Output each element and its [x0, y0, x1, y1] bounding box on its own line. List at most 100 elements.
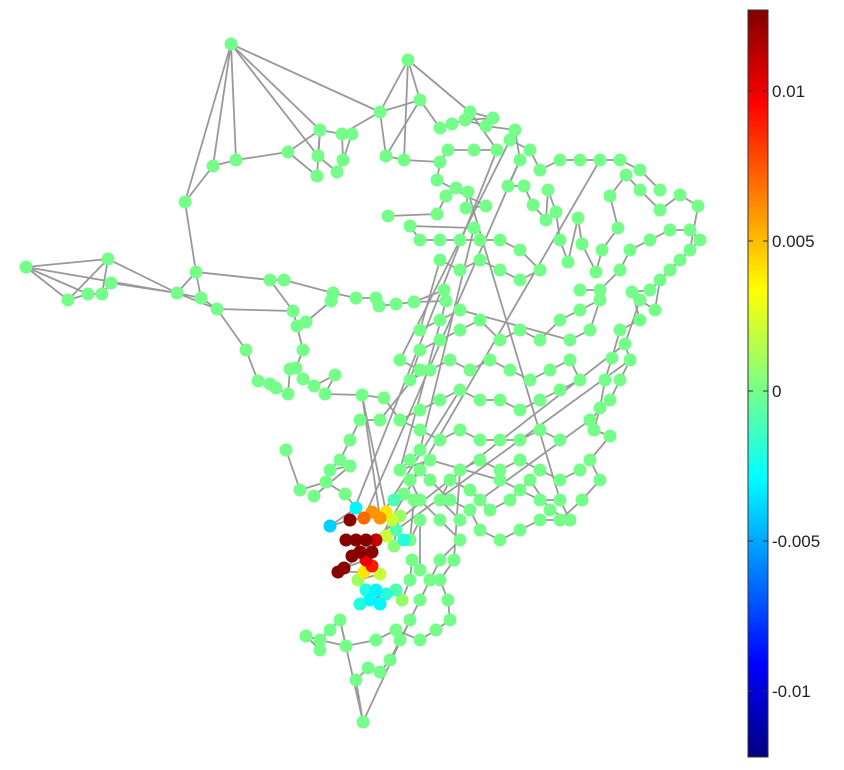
- network-node: [493, 233, 507, 247]
- network-node: [433, 573, 447, 587]
- network-node: [343, 459, 357, 473]
- network-node: [503, 363, 517, 377]
- network-node: [593, 293, 607, 307]
- network-node: [648, 303, 662, 317]
- network-node: [473, 523, 487, 537]
- network-node: [423, 473, 437, 487]
- network-node: [269, 381, 283, 395]
- network-node: [587, 423, 601, 437]
- network-node: [430, 173, 444, 187]
- network-node: [589, 265, 603, 279]
- network-node: [311, 149, 325, 163]
- network-node: [593, 153, 607, 167]
- network-node: [553, 433, 567, 447]
- network-node: [343, 433, 357, 447]
- network-node: [333, 613, 347, 627]
- network-node: [523, 373, 537, 387]
- network-node: [453, 303, 467, 317]
- network-node: [593, 283, 607, 297]
- network-node: [413, 363, 427, 377]
- network-node: [359, 533, 373, 547]
- network-node: [403, 573, 417, 587]
- network-node: [189, 265, 203, 279]
- network-node: [437, 283, 451, 297]
- network-node: [663, 263, 677, 277]
- network-node: [513, 483, 527, 497]
- network-node: [563, 513, 577, 527]
- network-node: [583, 413, 597, 427]
- network-node: [453, 383, 467, 397]
- network-node: [299, 629, 313, 643]
- network-node: [583, 453, 597, 467]
- network-node: [323, 623, 337, 637]
- network-node: [318, 387, 332, 401]
- network-node: [479, 199, 493, 213]
- network-node: [603, 393, 617, 407]
- network-node: [543, 363, 557, 377]
- network-node: [313, 633, 327, 647]
- network-node: [467, 221, 481, 235]
- network-edge: [409, 499, 415, 541]
- network-node: [563, 333, 577, 347]
- network-edge: [479, 419, 591, 501]
- network-node: [443, 473, 457, 487]
- network-edge: [624, 299, 641, 345]
- network-node: [433, 433, 447, 447]
- network-node: [493, 533, 507, 547]
- network-node: [345, 127, 359, 141]
- network-node: [553, 383, 567, 397]
- network-node: [441, 143, 455, 157]
- network-node: [493, 473, 507, 487]
- network-node: [575, 237, 589, 251]
- network-node: [397, 487, 411, 501]
- network-node: [613, 153, 627, 167]
- network-node: [328, 368, 342, 382]
- network-node: [433, 313, 447, 327]
- network-node: [289, 361, 303, 375]
- network-node: [513, 273, 527, 287]
- network-node: [323, 463, 337, 477]
- network-node: [403, 613, 417, 627]
- network-node: [433, 253, 447, 267]
- network-node: [439, 294, 453, 308]
- network-node: [413, 323, 427, 337]
- network-node: [453, 323, 467, 337]
- network-edge: [387, 213, 438, 217]
- network-edge: [195, 271, 271, 281]
- network-node: [389, 297, 403, 311]
- network-edge: [379, 99, 421, 113]
- network-node: [526, 198, 540, 212]
- network-edge: [184, 165, 214, 203]
- network-node: [339, 533, 353, 547]
- network-node: [633, 313, 647, 327]
- network-node: [605, 351, 619, 365]
- network-node: [513, 243, 527, 257]
- network-node: [603, 189, 617, 203]
- network-node: [379, 149, 393, 163]
- network-node: [373, 665, 387, 679]
- network-edge: [567, 217, 579, 263]
- network-node: [239, 343, 253, 357]
- network-node: [361, 661, 375, 675]
- network-node: [345, 549, 359, 563]
- network-node: [423, 453, 437, 467]
- network-node: [473, 453, 487, 467]
- network-node: [613, 263, 627, 277]
- network-node: [459, 201, 473, 215]
- network-node: [513, 323, 527, 337]
- network-node: [373, 567, 387, 581]
- network-node: [335, 127, 349, 141]
- network-edges: [25, 43, 701, 723]
- network-node: [330, 165, 344, 179]
- network-node: [623, 243, 637, 257]
- network-node: [310, 169, 324, 183]
- network-node: [613, 323, 627, 337]
- network-node: [473, 233, 487, 247]
- network-edge: [107, 258, 178, 294]
- network-node: [517, 179, 531, 193]
- network-edge: [379, 59, 409, 113]
- network-node: [353, 413, 367, 427]
- network-node: [356, 715, 370, 729]
- network-edge: [399, 300, 447, 471]
- network-node: [373, 413, 387, 427]
